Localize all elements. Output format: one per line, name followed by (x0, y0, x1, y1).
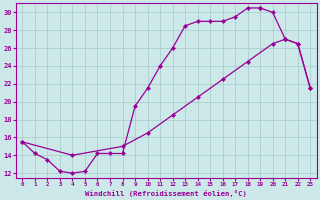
X-axis label: Windchill (Refroidissement éolien,°C): Windchill (Refroidissement éolien,°C) (85, 190, 247, 197)
